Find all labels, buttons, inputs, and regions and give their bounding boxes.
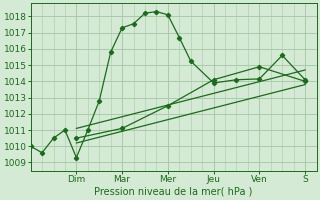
X-axis label: Pression niveau de la mer( hPa ): Pression niveau de la mer( hPa ): [94, 187, 253, 197]
